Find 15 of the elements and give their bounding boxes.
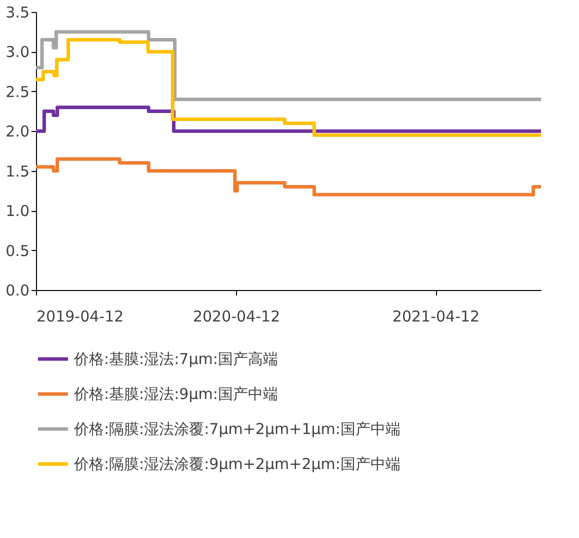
- legend-label: 价格:基膜:湿法:7μm:国产高端: [73, 350, 278, 368]
- legend-label: 价格:隔膜:湿法涂覆:7μm+2μm+1μm:国产中端: [73, 420, 400, 438]
- y-tick-label: 2.0: [6, 122, 30, 141]
- y-tick-label: 3.0: [6, 43, 30, 62]
- legend-label: 价格:隔膜:湿法涂覆:9μm+2μm+2μm:国产中端: [73, 455, 400, 473]
- x-tick-label: 2021-04-12: [392, 308, 480, 326]
- y-tick-label: 2.5: [6, 82, 30, 101]
- x-tick-label: 2020-04-12: [192, 308, 280, 326]
- y-tick-label: 0.5: [6, 242, 30, 260]
- y-tick-label: 1.0: [6, 202, 30, 220]
- y-tick-label: 3.5: [6, 4, 30, 22]
- x-tick-label: 2019-04-12: [36, 308, 124, 326]
- legend-label: 价格:基膜:湿法:9μm:国产中端: [73, 385, 278, 403]
- y-tick-label: 0.0: [6, 282, 30, 300]
- y-tick-label: 1.5: [6, 162, 30, 180]
